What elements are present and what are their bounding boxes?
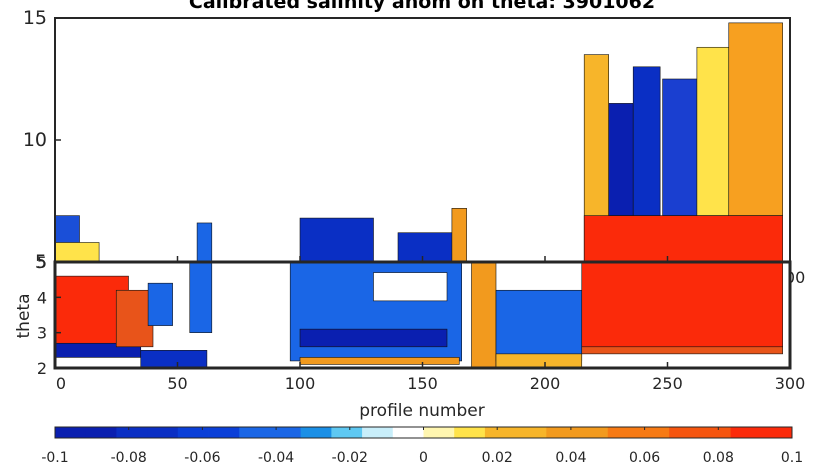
colorbar-segment-10 xyxy=(362,427,394,438)
bottom-data-region-4 xyxy=(147,282,173,326)
top-data-region-1 xyxy=(54,242,100,263)
top-data-region-5 xyxy=(451,208,467,263)
colorbar-segment-7 xyxy=(269,427,302,438)
plot-top: 51015050100150200250300 xyxy=(23,7,805,287)
colorbar-segment-5 xyxy=(208,427,240,438)
colorbar-segment-20 xyxy=(669,427,701,438)
colorbar-segment-21 xyxy=(699,427,731,438)
y-axis-label: theta xyxy=(14,294,34,339)
colorbar-tick-label-9: 0.08 xyxy=(703,450,734,466)
bottom-data-region-12 xyxy=(495,353,583,369)
colorbar-segment-9 xyxy=(331,427,363,438)
colorbar-tick-label-10: 0.1 xyxy=(781,450,803,466)
top-data-region-8 xyxy=(632,66,661,216)
x-axis-label: profile number xyxy=(359,401,484,421)
top-y-tick-label-1: 10 xyxy=(23,129,47,151)
colorbar-segment-15 xyxy=(515,427,547,438)
colorbar-tick-label-7: 0.04 xyxy=(555,450,586,466)
colorbar-tick-label-4: -0.02 xyxy=(332,450,368,466)
bottom-x-tick-label-2: 100 xyxy=(285,374,316,393)
top-y-tick-label-0: 5 xyxy=(35,251,47,273)
colorbar-segment-8 xyxy=(300,427,332,438)
bottom-x-tick-label-5: 250 xyxy=(652,374,683,393)
colorbar-tick-label-2: -0.06 xyxy=(184,450,220,466)
bottom-data-region-13 xyxy=(581,261,783,348)
colorbar-segment-3 xyxy=(147,427,179,438)
top-y-tick-label-2: 15 xyxy=(23,7,47,29)
bottom-data-region-2 xyxy=(115,289,154,348)
top-data-region-9 xyxy=(662,78,698,216)
colorbar-segment-2 xyxy=(116,427,148,438)
colorbar-segment-18 xyxy=(607,427,639,438)
bottom-data-region-5 xyxy=(189,261,213,333)
bottom-data-region-10 xyxy=(471,261,497,369)
colorbar-segment-4 xyxy=(177,427,209,438)
colorbar-tick-label-0: -0.1 xyxy=(41,450,68,466)
chart-title: Calibrated salinity anom on theta: 39010… xyxy=(189,0,655,13)
bottom-data-region-14 xyxy=(581,346,783,355)
bottom-x-tick-label-3: 150 xyxy=(407,374,438,393)
colorbar-segment-13 xyxy=(454,427,486,438)
bottom-data-region-9 xyxy=(299,357,460,365)
top-data-region-4 xyxy=(397,232,463,263)
bottom-data-region-7 xyxy=(299,328,448,348)
bottom-y-tick-label-2: 4 xyxy=(37,288,47,307)
colorbar-tick-label-1: -0.08 xyxy=(111,450,147,466)
bottom-data-region-8 xyxy=(373,272,448,302)
bottom-x-tick-label-4: 200 xyxy=(530,374,561,393)
colorbar-segment-0 xyxy=(55,427,87,438)
colorbar-segment-14 xyxy=(484,427,517,438)
top-data-region-11 xyxy=(728,22,783,216)
top-data-region-10 xyxy=(696,46,730,216)
top-data-region-12 xyxy=(583,215,783,263)
colorbar-tick-label-5: 0 xyxy=(419,450,428,466)
bottom-y-tick-label-0: 2 xyxy=(37,359,47,378)
colorbar-segment-16 xyxy=(546,427,578,438)
top-data-region-3 xyxy=(299,217,374,263)
colorbar-tick-label-8: 0.06 xyxy=(629,450,660,466)
colorbar-tick-label-6: 0.02 xyxy=(482,450,513,466)
bottom-x-tick-label-6: 300 xyxy=(775,374,806,393)
colorbar-segment-6 xyxy=(239,427,271,438)
colorbar-segment-11 xyxy=(392,427,424,438)
colorbar: -0.1 -0.08 -0.06 -0.04 -0.02 0 0.02 0.04 0.06 0.0… xyxy=(41,426,803,466)
colorbar-segment-1 xyxy=(85,427,117,438)
bottom-y-tick-label-1: 3 xyxy=(37,324,47,343)
bottom-data-region-3 xyxy=(140,350,208,369)
colorbar-segment-19 xyxy=(638,427,670,438)
bottom-x-tick-label-0: 0 xyxy=(56,374,66,393)
bottom-data-region-11 xyxy=(495,289,583,362)
bottom-x-tick-label-1: 50 xyxy=(167,374,187,393)
top-data-region-2 xyxy=(196,222,213,263)
colorbar-segment-23 xyxy=(761,427,793,438)
colorbar-tick-label-3: -0.04 xyxy=(258,450,294,466)
colorbar-segment-22 xyxy=(730,427,762,438)
top-data-region-7 xyxy=(608,103,634,216)
bottom-y-tick-label-3: 5 xyxy=(37,253,47,272)
colorbar-segment-12 xyxy=(423,427,455,438)
colorbar-segment-17 xyxy=(577,427,609,438)
